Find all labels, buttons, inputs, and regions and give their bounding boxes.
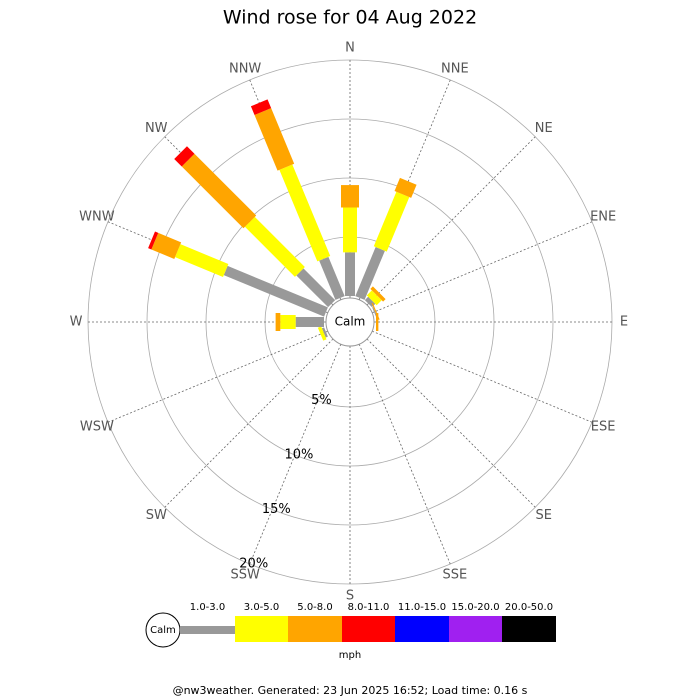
ring-label: 10% [284,448,313,463]
grid-ring [146,118,554,526]
legend-swatch [449,616,502,642]
legend-label: 8.0-11.0 [348,602,390,613]
bar-segment [280,315,296,329]
bar-segment [174,146,195,167]
direction-label: SE [536,508,552,523]
bar-segment [317,326,327,341]
direction-label: ESE [591,419,616,434]
ring-label: 15% [262,502,291,517]
bar-segment [295,317,324,327]
direction-label: SSE [442,568,467,583]
bar-segment [321,327,328,338]
bar-segment [394,177,417,198]
legend-label: 11.0-15.0 [398,602,446,613]
legend-label: 5.0-8.0 [297,602,332,613]
legend-unit: mph [339,650,361,661]
bar-segment [244,216,305,277]
legend-swatch [395,616,449,642]
bar-segment [223,265,328,317]
direction-label: ENE [590,210,616,225]
legend-swatch [288,616,342,642]
bar-segment [148,231,159,250]
chart-title: Wind rose for 04 Aug 2022 [223,7,477,29]
legend-swatch [342,616,395,642]
direction-label: N [345,41,355,56]
calm-circle [325,297,375,347]
bar-segment [373,191,410,252]
bar-segment [343,207,357,253]
bar-segment [296,268,336,308]
direction-label: S [346,589,354,604]
bar-segment [372,306,378,317]
direction-label: NE [535,121,553,136]
direction-label: WSW [80,419,114,434]
ring-label: 20% [239,557,268,572]
direction-label: NNE [441,61,469,76]
footer: @nw3weather. Generated: 23 Jun 2025 16:5… [173,684,528,697]
ring-label: 5% [311,393,332,408]
legend-label: 1.0-3.0 [190,602,225,613]
direction-label: SW [146,508,167,523]
bar-segment [279,164,331,262]
bar-segment [181,153,257,229]
bar-segment [370,286,386,302]
direction-label: NW [145,121,168,136]
bar-segment [275,313,281,331]
bar-segment [375,313,379,331]
bar-segment [151,232,182,259]
direction-label: W [70,315,83,330]
legend-swatch [502,616,556,642]
legend-swatch [235,616,288,642]
bar-segment [355,247,385,300]
direction-label: WNW [79,210,115,225]
bar-segment [366,290,382,306]
direction-label: NNW [229,61,261,76]
legend-label: 20.0-50.0 [505,602,553,613]
legend-label: 15.0-20.0 [451,602,499,613]
bar-segment [254,108,295,171]
legend-calm-label: Calm [150,625,176,636]
direction-label: SSW [230,568,260,583]
bar-segment [345,252,355,296]
calm-label: Calm [335,315,366,329]
direction-label: E [620,315,628,330]
bar-segment [341,185,359,208]
bar-segment [250,99,272,116]
bar-segment [175,244,229,277]
bar-segment [319,256,345,300]
legend-label: 3.0-5.0 [244,602,279,613]
